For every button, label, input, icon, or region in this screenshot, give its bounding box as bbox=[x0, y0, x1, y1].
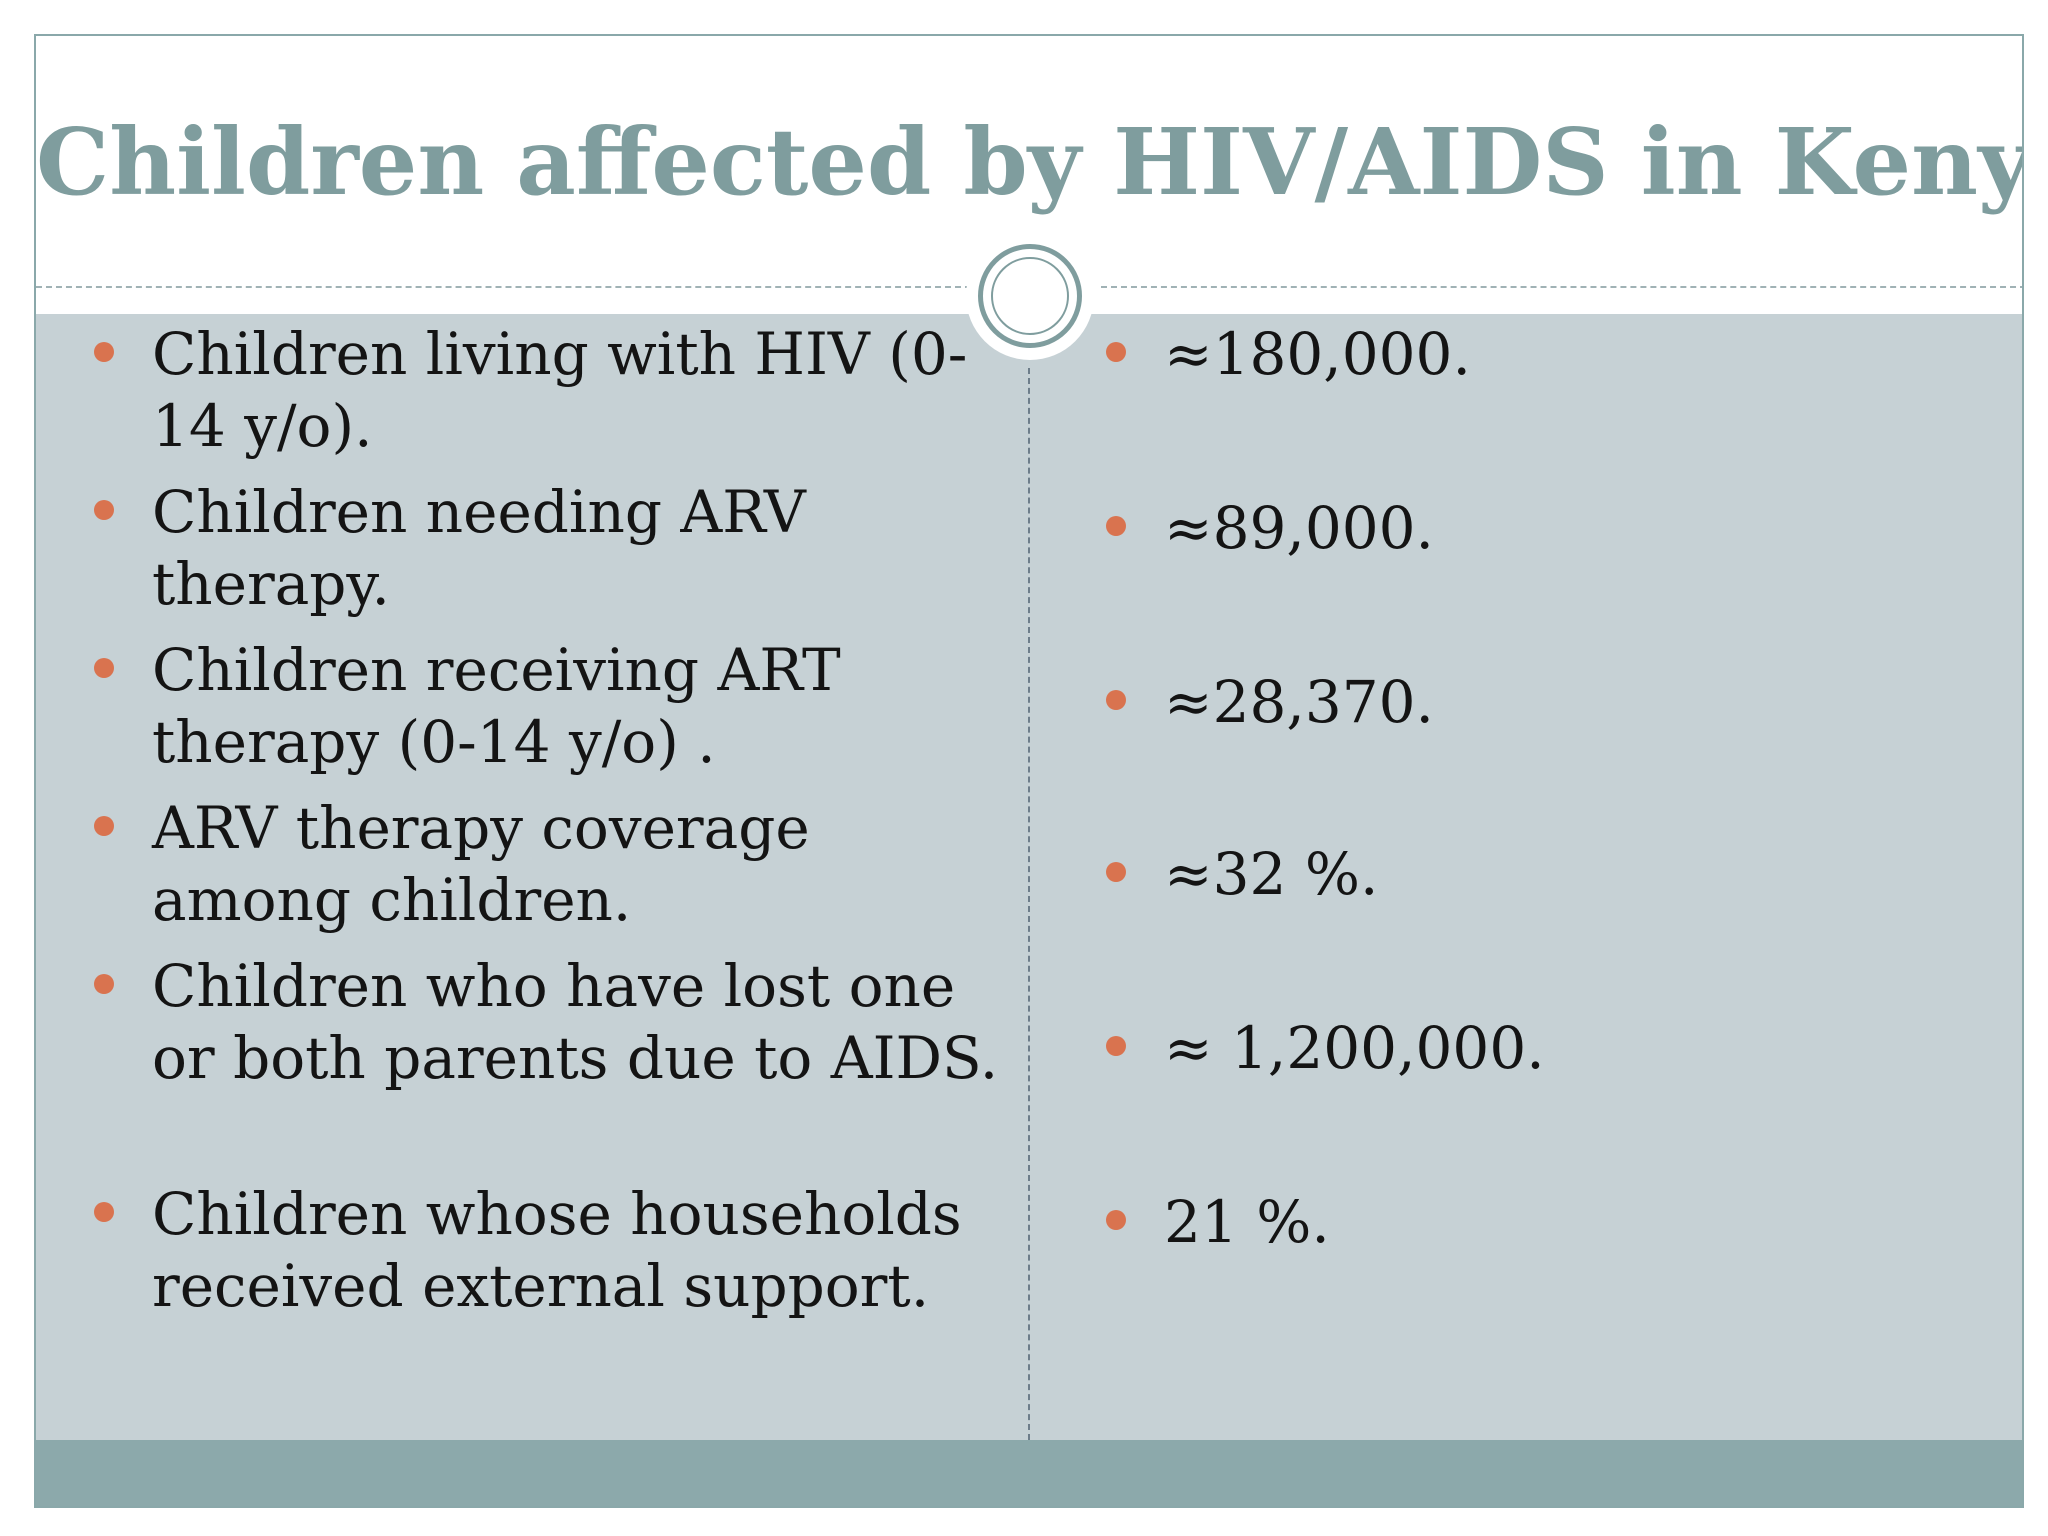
indicator-label: Children living with HIV (0-14 y/o). bbox=[152, 320, 968, 460]
dot-bullet-icon bbox=[1106, 862, 1126, 882]
indicator-value: ≈32 %. bbox=[1164, 840, 1379, 908]
dot-bullet-icon bbox=[1106, 516, 1126, 536]
slide-title: Children affected by HIV/AIDS in Kenya bbox=[36, 108, 2024, 216]
footer-bar bbox=[36, 1440, 2022, 1506]
dot-bullet-icon bbox=[1106, 1036, 1126, 1056]
dot-bullet-icon bbox=[94, 658, 114, 678]
dot-bullet-icon bbox=[94, 974, 114, 994]
indicator-label: Children needing ARV therapy. bbox=[152, 478, 806, 618]
dot-bullet-icon bbox=[94, 500, 114, 520]
dot-bullet-icon bbox=[1106, 342, 1126, 362]
title-divider-left bbox=[36, 286, 971, 288]
indicator-value: ≈89,000. bbox=[1164, 494, 1434, 562]
indicator-value: ≈ 1,200,000. bbox=[1164, 1014, 1545, 1082]
indicator-label: ARV therapy coverage among children. bbox=[152, 794, 810, 934]
dot-bullet-icon bbox=[94, 342, 114, 362]
indicator-label: Children whose households received exter… bbox=[152, 1180, 962, 1320]
title-divider-right bbox=[1101, 286, 2022, 288]
indicator-value: ≈180,000. bbox=[1164, 320, 1471, 388]
indicator-label: Children receiving ART therapy (0-14 y/o… bbox=[152, 636, 841, 776]
slide: Children affected by HIV/AIDS in Kenya C… bbox=[34, 34, 2024, 1508]
dot-bullet-icon bbox=[1106, 1210, 1126, 1230]
dot-bullet-icon bbox=[1106, 690, 1126, 710]
indicator-label: Children who have lost one or both paren… bbox=[152, 952, 999, 1092]
indicator-value: ≈28,370. bbox=[1164, 668, 1434, 736]
column-divider bbox=[1028, 368, 1030, 1440]
dot-bullet-icon bbox=[94, 1202, 114, 1222]
indicator-value: 21 %. bbox=[1164, 1188, 1330, 1256]
double-circle-icon bbox=[978, 244, 1082, 348]
dot-bullet-icon bbox=[94, 816, 114, 836]
inner-circle-icon bbox=[991, 257, 1069, 335]
